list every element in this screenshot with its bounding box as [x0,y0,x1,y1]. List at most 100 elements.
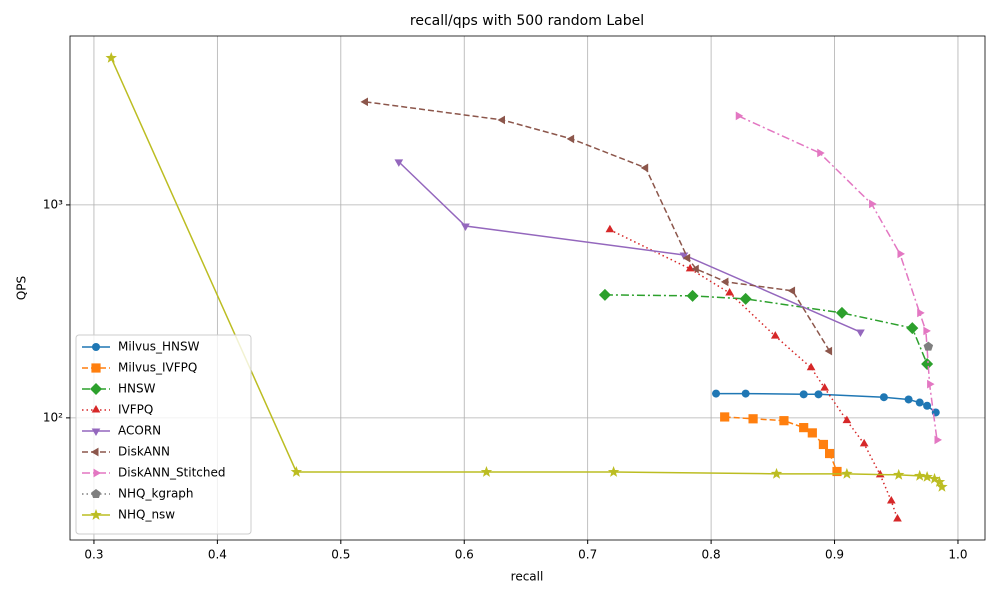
marker [105,51,117,63]
marker [893,514,902,522]
marker [779,416,789,426]
marker [93,468,101,478]
series [720,412,842,477]
marker [748,414,758,424]
marker [933,475,946,487]
legend-label: DiskANN_Stitched [118,466,226,480]
x-tick-label: 0.7 [578,548,597,562]
marker [897,249,905,259]
marker [799,423,809,433]
marker [893,468,905,480]
marker [607,465,620,477]
marker [824,346,833,356]
marker [394,159,404,167]
marker [91,447,99,457]
marker [921,358,934,371]
marker [799,390,808,399]
marker [497,115,506,125]
marker [825,448,835,459]
marker [682,253,691,263]
series [360,97,833,356]
legend-label: ACORN [118,424,161,438]
series [394,159,865,338]
x-axis-label: recall [511,570,544,584]
marker [91,428,101,436]
marker [360,97,368,107]
marker [770,467,783,479]
marker [686,289,699,302]
x-tick-label: 0.6 [455,548,474,562]
legend-label: Milvus_HNSW [118,340,200,354]
series [735,111,942,445]
marker [923,341,934,351]
x-tick-label: 0.8 [702,548,721,562]
legend: Milvus_HNSW Milvus_IVFPQ HNSW IVFPQ ACORN Dis… [75,334,252,535]
series [605,224,902,522]
series-line [398,161,861,333]
marker [923,401,932,410]
plot-frame [69,35,986,541]
marker [917,308,925,318]
marker [904,395,913,404]
x-tick-label: 0.4 [208,548,227,562]
marker [735,111,744,121]
marker [720,412,730,422]
marker [832,466,842,477]
marker [835,306,848,319]
marker [720,277,729,287]
marker [820,383,829,391]
marker [741,389,750,398]
legend-label: NHQ_nsw [118,508,175,522]
marker [869,199,877,209]
y-tick-label: 10³ [43,197,63,211]
marker [91,405,101,413]
legend-label: HNSW [118,382,156,396]
legend-box [75,334,252,535]
legend-label: NHQ_kgraph [118,487,194,501]
marker [817,148,825,158]
marker [923,326,931,336]
marker [598,288,611,301]
y-axis-label: QPS [15,276,29,300]
series [923,341,934,351]
marker [934,435,942,445]
marker [928,472,941,484]
marker [90,383,102,395]
marker [936,480,948,492]
marker [806,362,816,371]
x-tick-label: 0.3 [84,548,103,562]
marker [712,389,721,398]
marker [787,286,796,296]
marker [91,489,101,499]
marker [566,134,575,144]
marker [739,292,752,305]
marker [859,438,869,447]
x-tick-label: 0.5 [331,548,350,562]
marker [91,363,101,373]
marker [90,509,102,520]
marker [914,469,926,481]
marker [886,496,896,504]
marker [691,264,699,274]
marker [480,465,493,477]
y-tick-label: 10² [43,410,63,424]
marker [856,329,865,338]
marker [605,224,615,233]
marker [814,390,823,399]
x-tick-label: 1.0 [948,548,967,562]
marker [927,379,935,389]
marker [807,428,817,438]
x-tick-label: 0.9 [825,548,844,562]
series-line [604,294,928,365]
marker [879,393,888,402]
marker [725,287,734,296]
marker [640,163,649,173]
legend-label: Milvus_IVFPQ [118,361,197,375]
marker [841,467,853,479]
marker [921,470,933,482]
marker [92,343,100,351]
series-line [737,115,938,440]
marker [842,415,852,424]
